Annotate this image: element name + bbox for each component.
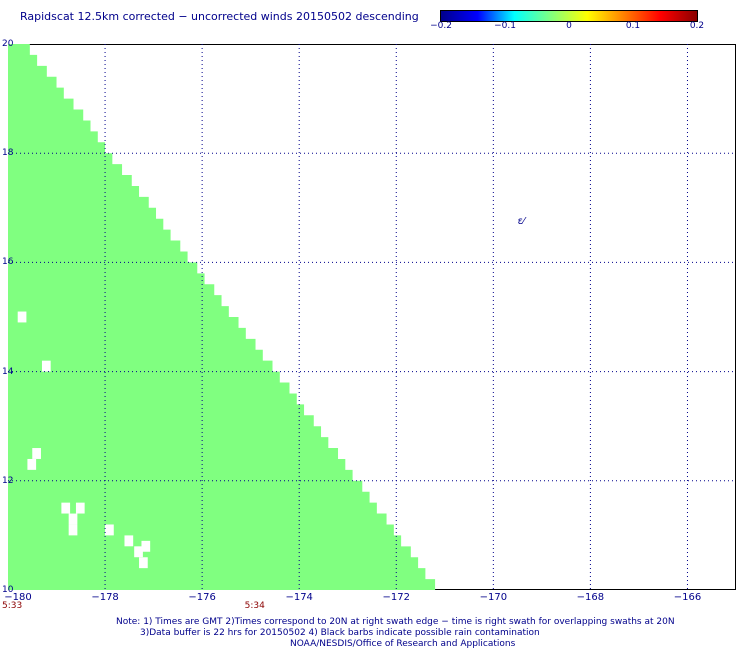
data-gap-cell: [27, 458, 37, 470]
note-line-3: NOAA/NESDIS/Office of Research and Appli…: [290, 639, 516, 649]
longitude-tick-label: −170: [479, 592, 508, 603]
data-gap-cell: [17, 311, 27, 323]
data-gap-cell: [68, 524, 78, 536]
colorbar-tick-label: 0: [566, 21, 572, 31]
time-label: 5:34: [244, 601, 265, 611]
longitude-tick-label: −172: [382, 592, 410, 603]
latitude-tick-label: 14: [2, 366, 14, 377]
colorbar: [440, 10, 698, 22]
colorbar-tick-label: 0.2: [689, 21, 705, 31]
swath-area: [8, 44, 436, 590]
map-title: Rapidscat 12.5km corrected − uncorrected…: [20, 10, 419, 23]
data-gap-cell: [134, 546, 143, 558]
data-gap-cell: [141, 540, 151, 552]
longitude-tick-label: −180: [4, 592, 32, 603]
data-gap-cell: [124, 535, 134, 547]
latitude-tick-label: 12: [2, 475, 14, 486]
data-gap-cell: [68, 513, 78, 525]
latitude-tick-label: 18: [2, 148, 14, 159]
colorbar-tick-label: −0.2: [430, 21, 452, 31]
latitude-tick-label: 10: [2, 585, 14, 595]
latitude-tick-label: 16: [2, 257, 14, 268]
note-line-2: 3)Data buffer is 22 hrs for 20150502 4) …: [140, 628, 540, 638]
data-gap-cell: [139, 557, 148, 569]
wind-barb-glyph: ε⁄: [518, 216, 527, 227]
longitude-tick-label: −174: [285, 592, 313, 603]
data-gap-cell: [75, 502, 85, 514]
data-gap-cell: [105, 524, 114, 536]
longitude-tick-label: −176: [188, 592, 216, 603]
data-gap-cell: [41, 360, 51, 372]
data-gap-cell: [32, 448, 41, 459]
latitude-tick-label: 20: [2, 39, 14, 49]
longitude-tick-label: −178: [91, 592, 119, 603]
data-gap-cell: [61, 502, 71, 514]
colorbar-tick-label: 0.1: [625, 21, 641, 31]
longitude-tick-label: −168: [576, 592, 605, 603]
time-label: 5:33: [2, 601, 23, 611]
note-line-1: Note: 1) Times are GMT 2)Times correspon…: [116, 617, 675, 627]
colorbar-tick-label: −0.1: [494, 21, 516, 31]
longitude-tick-label: −166: [673, 592, 702, 603]
